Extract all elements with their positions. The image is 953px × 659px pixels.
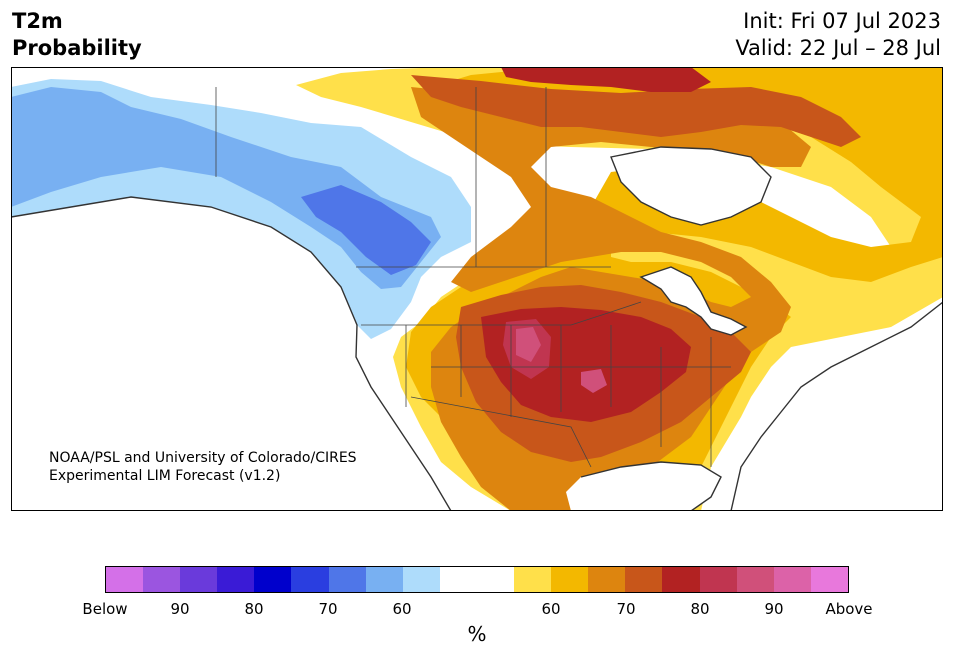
colorbar-cell: [291, 567, 329, 592]
credit-line-1: NOAA/PSL and University of Colorado/CIRE…: [49, 450, 357, 466]
colorbar-tick-label: 70: [616, 600, 636, 618]
variable-label: T2m: [12, 9, 63, 33]
colorbar-cell: [736, 567, 774, 592]
colorbar-cell: [514, 567, 552, 592]
colorbar-cell: [773, 567, 811, 592]
pacific-ocean: [11, 197, 451, 511]
colorbar-cell: [551, 567, 589, 592]
credit-text: NOAA/PSL and University of Colorado/CIRE…: [49, 449, 357, 485]
colorbar-cell: [476, 567, 515, 592]
colorbar-cell: [588, 567, 626, 592]
colorbar-cell: [254, 567, 292, 592]
colorbar: [105, 566, 849, 593]
colorbar-cell: [365, 567, 403, 592]
colorbar-cell: [402, 567, 440, 592]
map-canvas: [11, 67, 943, 511]
colorbar-cell: [328, 567, 366, 592]
map-title: T2m Probability: [12, 8, 142, 62]
colorbar-tick-label: Below: [82, 600, 128, 618]
colorbar-tick-label: 90: [170, 600, 190, 618]
forecast-map: [11, 67, 943, 511]
colorbar-tick-label: 90: [764, 600, 784, 618]
colorbar-cell: [180, 567, 218, 592]
atlantic-ocean: [731, 302, 943, 511]
region-blue-mid: [11, 87, 441, 289]
forecast-dates: Init: Fri 07 Jul 2023 Valid: 22 Jul – 28…: [735, 8, 941, 62]
colorbar-cell: [662, 567, 700, 592]
valid-range: Valid: 22 Jul – 28 Jul: [735, 36, 941, 60]
colorbar-cell: [217, 567, 255, 592]
colorbar-cell: [106, 567, 144, 592]
colorbar-cell: [143, 567, 181, 592]
colorbar-tick-label: 60: [392, 600, 412, 618]
credit-line-2: Experimental LIM Forecast (v1.2): [49, 468, 281, 484]
colorbar-cell: [699, 567, 737, 592]
colorbar-tick-label: Above: [825, 600, 873, 618]
colorbar-tick-label: 70: [318, 600, 338, 618]
colorbar-cell: [810, 567, 848, 592]
colorbar-tick-label: 60: [541, 600, 561, 618]
region-pink: [516, 327, 607, 393]
colorbar-cell: [625, 567, 663, 592]
region-blue-dark: [301, 185, 431, 275]
map-border: [11, 67, 943, 511]
colorbar-unit: %: [467, 622, 487, 646]
colorbar-tick-label: 80: [690, 600, 710, 618]
coastlines: [11, 146, 943, 511]
colorbar-cell: [439, 567, 477, 592]
great-lakes: [641, 267, 746, 335]
hudson-bay: [611, 147, 771, 225]
borders: [215, 87, 731, 468]
init-date: Init: Fri 07 Jul 2023: [743, 9, 941, 33]
product-label: Probability: [12, 36, 142, 60]
colorbar-tick-label: 80: [244, 600, 264, 618]
gulf-of-mexico: [566, 462, 721, 511]
